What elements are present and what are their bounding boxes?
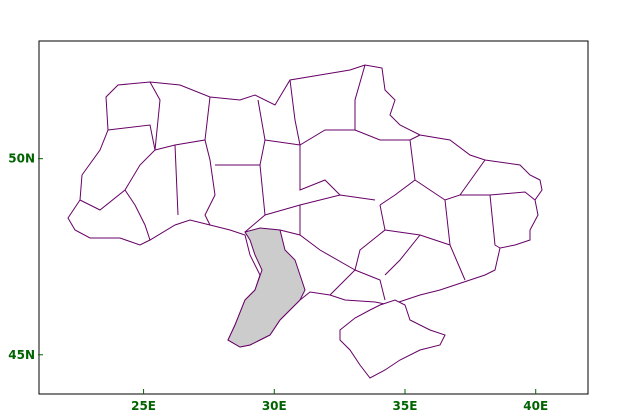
region-boundary — [299, 145, 341, 196]
x-tick-label: 30E — [262, 399, 287, 413]
highlighted-region — [227, 227, 306, 348]
region-boundary — [354, 129, 421, 141]
x-tick-label: 25E — [131, 399, 156, 413]
region-boundary — [414, 159, 486, 201]
region-boundary — [174, 144, 179, 216]
axis-ticks: 25E 30E 35E 40E 50N 45N — [8, 152, 548, 413]
y-tick-label: 50N — [8, 152, 35, 166]
region-boundary — [215, 99, 266, 166]
region-boundary — [264, 129, 355, 146]
region-boundary — [379, 139, 416, 206]
region-boundary — [149, 81, 161, 151]
region-boundary — [460, 194, 501, 249]
region-boundary — [204, 96, 211, 141]
admin-boundaries — [79, 64, 536, 301]
x-tick-label: 40E — [523, 399, 548, 413]
region-boundary — [289, 79, 301, 146]
land-layer — [67, 64, 543, 379]
region-boundary — [79, 124, 156, 211]
region-boundary — [354, 64, 366, 130]
region-boundary — [264, 194, 376, 216]
country-outline — [67, 64, 543, 348]
y-tick-label: 45N — [8, 348, 35, 362]
x-tick-label: 35E — [393, 399, 418, 413]
region-boundary — [279, 229, 356, 271]
map-frame — [38, 40, 589, 395]
region-boundary — [329, 204, 386, 296]
region-boundary — [124, 189, 151, 241]
crimea-outline — [339, 299, 446, 379]
region-boundary — [384, 234, 421, 276]
region-boundary — [354, 269, 386, 301]
region-boundary — [489, 191, 536, 201]
